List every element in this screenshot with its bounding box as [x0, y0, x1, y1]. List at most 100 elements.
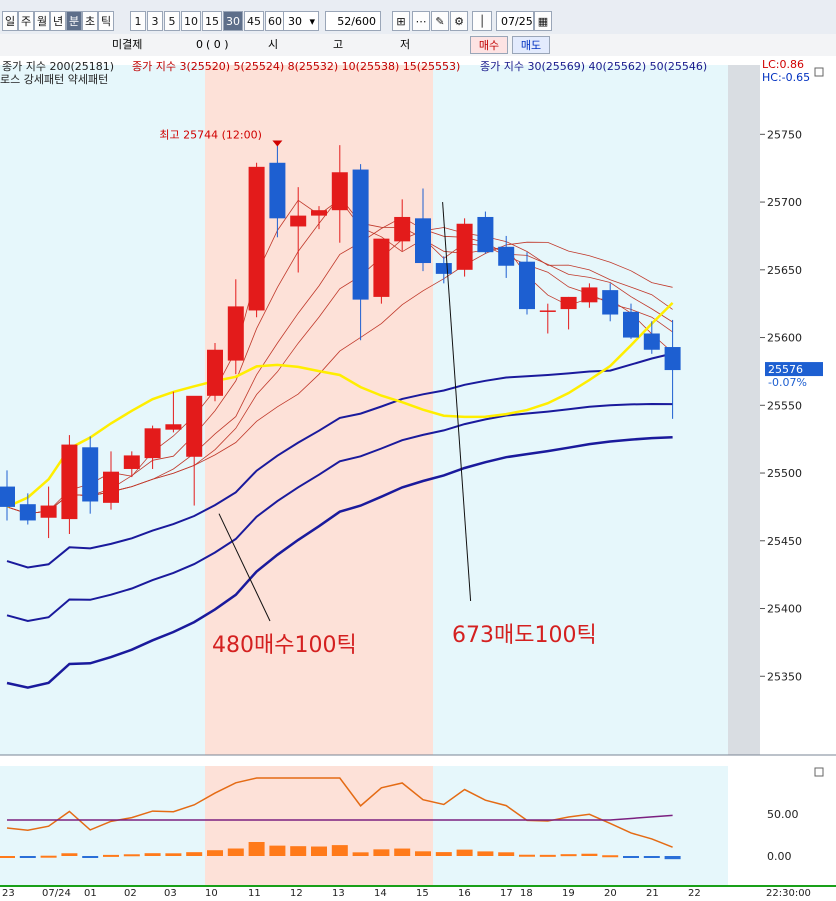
osc-bar-17	[352, 852, 369, 856]
osc-bar-14	[290, 846, 307, 856]
x-tick-label-18: 22:30:00	[766, 888, 811, 899]
interval-button-1[interactable]: 1	[130, 11, 146, 31]
osc-main-line	[7, 814, 673, 821]
unfilled-value: 0	[196, 38, 203, 51]
osc-bar-13	[269, 845, 286, 856]
interval-select[interactable]: 30 ▾	[283, 11, 319, 31]
osc-bar-32	[664, 856, 681, 860]
period-button-6[interactable]: 틱	[98, 11, 114, 31]
sell-button[interactable]: 매도	[512, 36, 550, 54]
date-field[interactable]: 07/25	[496, 11, 534, 31]
x-tick-label-14: 19	[562, 888, 575, 899]
osc-bar-27	[560, 854, 577, 857]
osc-bar-1	[19, 856, 36, 858]
period-button-3[interactable]: 년	[50, 11, 66, 31]
interval-button-30[interactable]: 30	[223, 11, 243, 31]
ma-30-line	[6, 352, 673, 569]
highlight-band-0	[205, 65, 433, 755]
x-tick-label-13: 18	[520, 888, 533, 899]
period-button-5[interactable]: 초	[82, 11, 98, 31]
y-tick-label-1: 25400	[767, 603, 802, 616]
chart-type-icon[interactable]: ⋯	[412, 11, 430, 31]
osc-bar-5	[103, 854, 119, 857]
x-tick-label-6: 11	[248, 888, 261, 899]
osc-bar-25	[519, 854, 535, 857]
candle-body-0	[0, 486, 15, 507]
gear-icon[interactable]: ⚙	[450, 11, 468, 31]
y-tick-label-7: 25700	[767, 196, 802, 209]
candle-body-25	[519, 261, 535, 310]
legend-long-mas: 종가 지수 30(25569) 40(25562) 50(25546)	[480, 60, 708, 73]
osc-bar-18	[373, 849, 390, 856]
x-tick-label-3: 02	[124, 888, 137, 899]
sell-arrow-line	[442, 202, 472, 602]
candle-body-19	[394, 216, 411, 242]
osc-highlight-band-0	[205, 766, 433, 886]
candle-body-31	[643, 333, 660, 350]
osc-bar-6	[123, 854, 140, 857]
osc-bar-16	[331, 845, 348, 856]
x-tick-label-2: 01	[84, 888, 97, 899]
date-value: 07/25	[501, 15, 533, 28]
period-button-2[interactable]: 월	[34, 11, 50, 31]
y-tick-label-4: 25550	[767, 399, 802, 412]
high-marker-icon	[272, 140, 283, 147]
candle-body-4	[82, 447, 99, 502]
ma-40-line	[6, 402, 673, 623]
grid-icon[interactable]: ⊞	[392, 11, 410, 31]
osc-bar-22	[456, 849, 473, 856]
count-field[interactable]: 52/600	[325, 11, 381, 31]
chevron-down-icon: ▾	[309, 15, 315, 28]
x-tick-label-1: 07/24	[42, 888, 71, 899]
candle-body-16	[331, 172, 348, 211]
current-change-label: -0.07%	[768, 376, 807, 389]
osc-bar-11	[227, 848, 244, 856]
edit-icon[interactable]: ✎	[431, 11, 449, 31]
x-tick-label-10: 15	[416, 888, 429, 899]
candle-body-7	[144, 428, 161, 459]
legend-short-mas: 종가 지수 3(25520) 5(25524) 8(25532) 10(2553…	[132, 60, 461, 73]
osc-bar-2	[40, 855, 57, 858]
interval-button-3[interactable]: 3	[147, 11, 163, 31]
candle-body-28	[581, 287, 598, 303]
osc-bar-31	[643, 856, 660, 858]
calendar-icon[interactable]: ▦	[534, 11, 552, 31]
candle-body-10	[207, 349, 223, 396]
osc-tick-label-1: 0.00	[767, 850, 792, 863]
candle-body-21	[435, 263, 452, 274]
interval-button-45[interactable]: 45	[244, 11, 264, 31]
interval-button-5[interactable]: 5	[164, 11, 180, 31]
legend-line1: 종가 지수 200(25181)	[2, 58, 114, 74]
candle-body-9	[186, 395, 203, 457]
osc-bar-29	[602, 855, 619, 858]
pin-icon[interactable]: │	[472, 11, 492, 31]
x-tick-label-7: 12	[290, 888, 303, 899]
x-tick-label-0: 23	[2, 888, 15, 899]
candle-body-6	[123, 455, 140, 469]
current-price-box	[765, 362, 823, 377]
x-tick-label-12: 17	[500, 888, 513, 899]
candlestick-chart[interactable]: 최고 25744 (12:00) 480매수100틱 673매도100틱 25350…	[0, 56, 836, 901]
osc-bar-4	[82, 856, 99, 858]
y-tick-label-8: 25750	[767, 128, 802, 141]
osc-bar-12	[248, 842, 265, 856]
period-button-4[interactable]: 분	[66, 11, 82, 31]
y-tick-label-5: 25600	[767, 332, 802, 345]
period-button-1[interactable]: 주	[18, 11, 34, 31]
osc-bar-30	[623, 856, 639, 858]
paren-value: ( 0 )	[206, 38, 229, 51]
info-row: 미결제 0 ( 0 ) 시 고 저 매수 매도	[0, 34, 836, 57]
osc-bar-23	[477, 851, 494, 856]
interval-button-15[interactable]: 15	[202, 11, 222, 31]
candle-body-18	[373, 238, 390, 297]
osc-bar-0	[0, 856, 15, 858]
period-button-0[interactable]: 일	[2, 11, 18, 31]
legend-patterns: 로스 강세패턴 약세패턴	[0, 73, 109, 86]
buy-arrow-line	[218, 513, 271, 622]
low-label: 저	[400, 38, 411, 51]
interval-button-60[interactable]: 60	[265, 11, 285, 31]
y-tick-label-3: 25500	[767, 467, 802, 480]
buy-button[interactable]: 매수	[470, 36, 508, 54]
interval-button-10[interactable]: 10	[181, 11, 201, 31]
